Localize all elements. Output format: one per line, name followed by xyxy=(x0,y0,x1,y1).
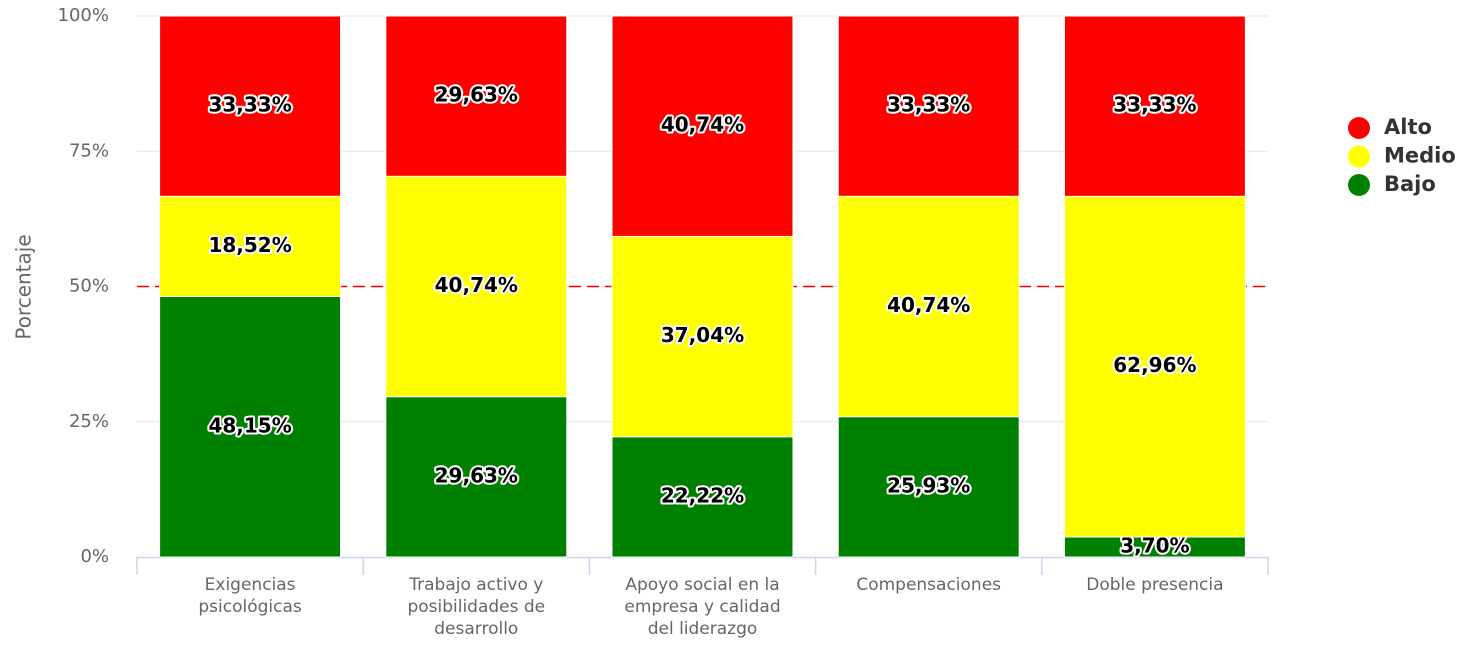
value-label: 40,74% xyxy=(887,293,970,317)
value-label: 29,63% xyxy=(435,83,518,107)
y-axis-label: Porcentaje xyxy=(12,234,36,339)
y-tick-label: 75% xyxy=(69,140,109,161)
y-tick-label: 25% xyxy=(69,411,109,432)
bar-segment xyxy=(159,15,342,197)
value-label: 37,04% xyxy=(661,323,744,347)
value-label: 48,15% xyxy=(208,413,291,437)
x-tick-label: Trabajo activo y posibilidades de desarr… xyxy=(407,575,546,639)
legend-label: Bajo xyxy=(1384,172,1436,196)
y-tick-label: 0% xyxy=(80,546,109,567)
bar-segment xyxy=(385,15,568,177)
legend-marker xyxy=(1348,117,1370,139)
bar-segment xyxy=(159,296,342,558)
value-label: 62,96% xyxy=(1113,353,1196,377)
bar-segment xyxy=(385,175,568,398)
value-label: 33,33% xyxy=(208,93,291,117)
bar-segment xyxy=(611,235,794,438)
legend-marker xyxy=(1348,174,1370,196)
x-tick-label: Compensaciones xyxy=(856,575,1002,595)
value-label: 40,74% xyxy=(435,273,518,297)
y-tick-label: 50% xyxy=(69,276,109,297)
bar-segment xyxy=(159,195,342,298)
y-tick-label: 100% xyxy=(58,5,109,26)
bar-segment xyxy=(611,436,794,558)
bar-segment xyxy=(1063,195,1246,538)
value-label: 29,63% xyxy=(435,463,518,487)
bar-segment xyxy=(837,15,1020,197)
x-tick-label: Doble presencia xyxy=(1086,575,1224,595)
legend-label: Alto xyxy=(1384,115,1432,139)
bar-segment xyxy=(837,416,1020,558)
x-tick-label: Apoyo social en la empresa y calidad del… xyxy=(624,575,781,639)
value-label: 22,22% xyxy=(661,483,744,507)
legend-label: Medio xyxy=(1384,144,1456,168)
bar-segment xyxy=(1063,15,1246,197)
legend-marker xyxy=(1348,145,1370,168)
value-label: 25,93% xyxy=(887,473,970,497)
value-label: 33,33% xyxy=(887,93,970,117)
value-label: 33,33% xyxy=(1113,93,1196,117)
x-tick-label: Exigencias psicológicas xyxy=(198,575,302,617)
bar-segment xyxy=(837,195,1020,418)
value-label: 18,52% xyxy=(208,233,291,257)
value-label: 40,74% xyxy=(661,113,744,137)
bar-segment xyxy=(611,15,794,237)
